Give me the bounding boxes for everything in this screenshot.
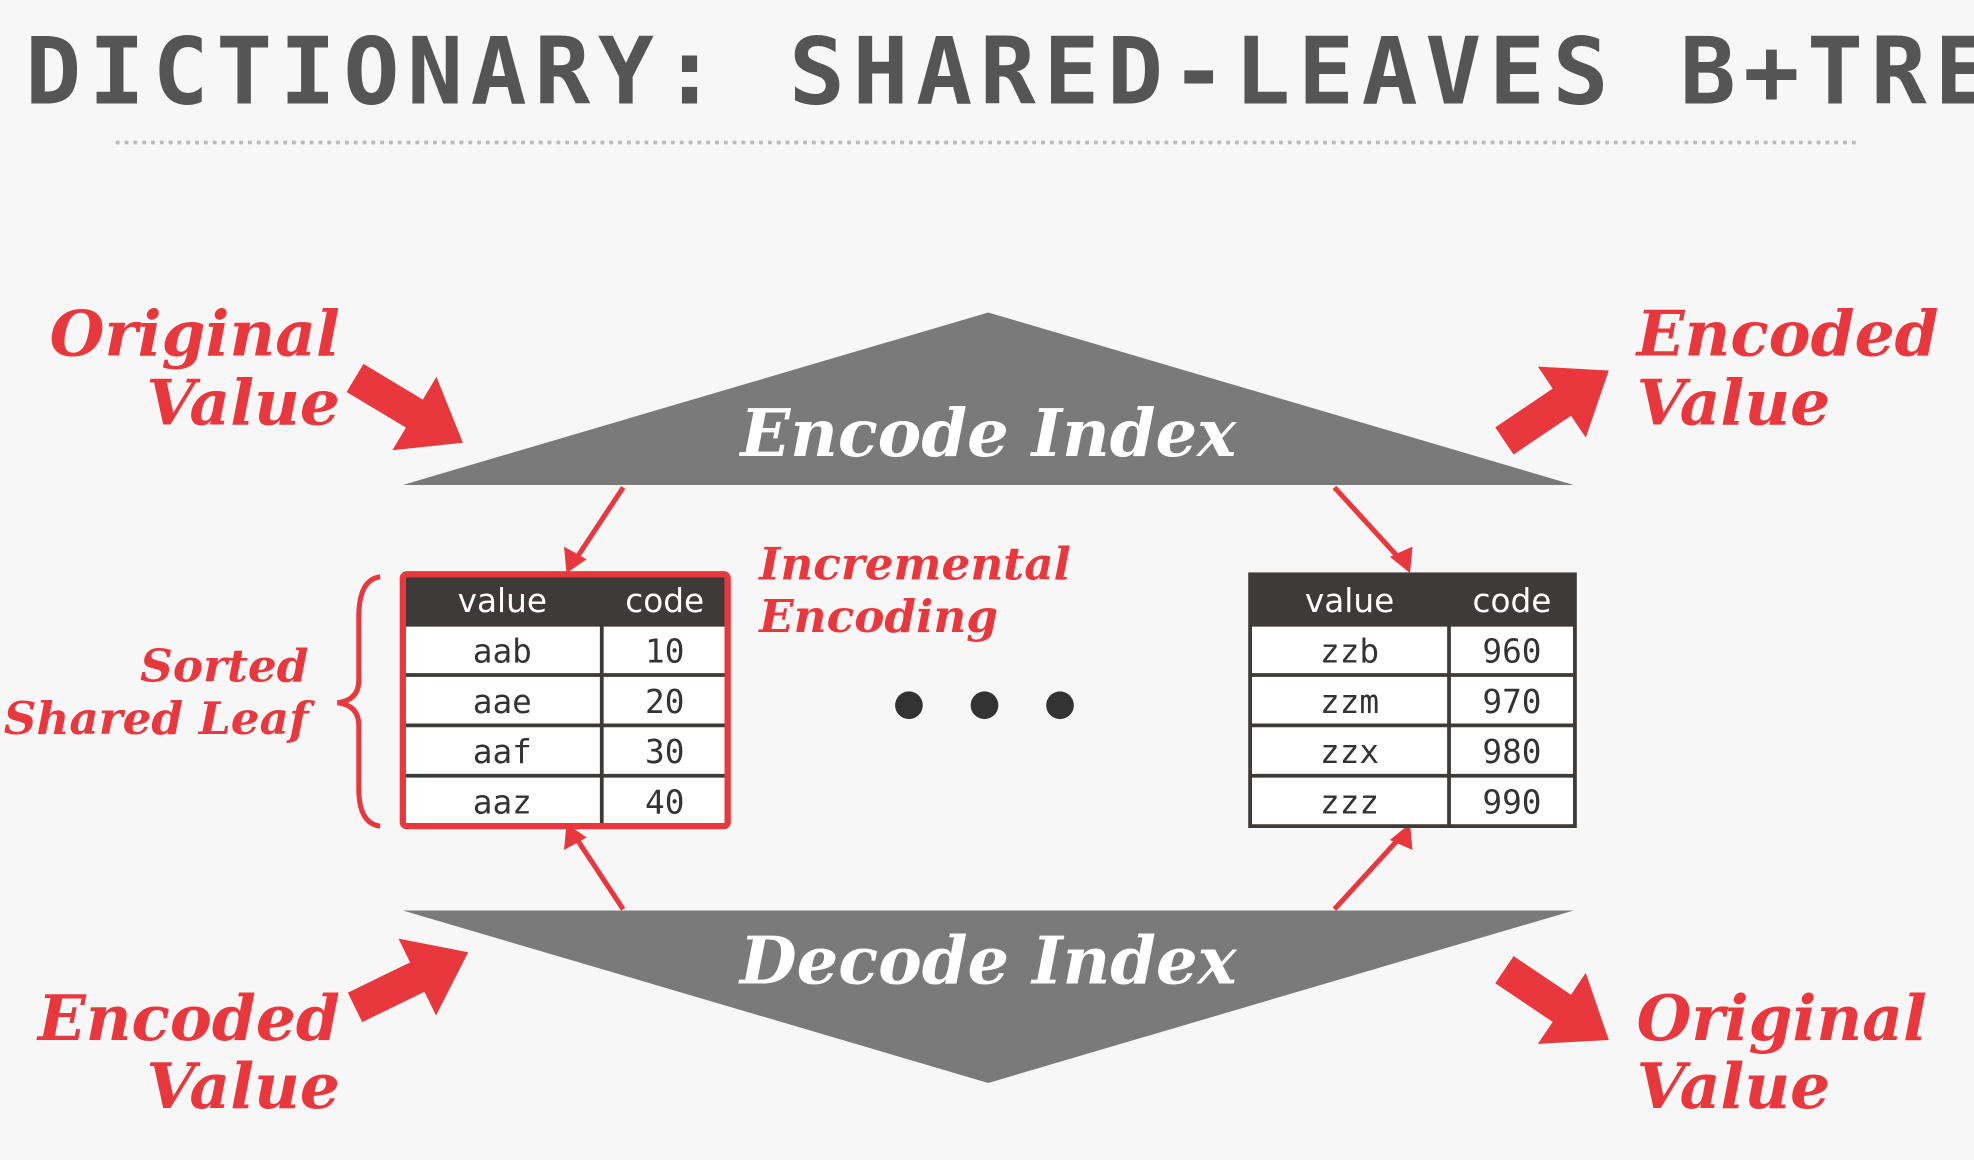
arrowhead [1389, 546, 1413, 574]
label-line: Encoded [1635, 296, 1939, 370]
decode-index-label: Decode Index [738, 923, 1238, 999]
column-header: code [1473, 582, 1552, 620]
table-header [1250, 574, 1575, 625]
label-line: Value [1637, 366, 1831, 440]
column-header: value [1305, 582, 1394, 620]
cell: aab [473, 632, 532, 670]
slide-title: DICTIONARY: SHARED-LEAVES B+TREE [25, 17, 1974, 125]
dot [1046, 691, 1074, 720]
cell: 980 [1482, 733, 1541, 771]
column-header: code [625, 582, 704, 620]
label-line: Sorted [140, 638, 308, 692]
label-line: Encoded [36, 981, 340, 1055]
tables: value code aab 10 aae 20 aaf 30 aaz 40 value code zz… [399, 571, 1577, 830]
pointer [571, 486, 626, 564]
label-line: Original [50, 296, 340, 370]
fat-arrow [1495, 956, 1609, 1044]
pointer [571, 833, 626, 911]
ellipsis [895, 691, 1074, 720]
label-line: Original [1637, 981, 1927, 1055]
cell: zzz [1320, 784, 1379, 822]
cell: aaf [473, 733, 532, 771]
cell: zzx [1320, 733, 1379, 771]
cell: aae [473, 683, 532, 721]
fat-arrows [346, 363, 1609, 1044]
label-line: Shared Leaf [4, 691, 315, 745]
cell: 960 [1482, 632, 1541, 670]
arrowhead [1389, 823, 1413, 851]
cell: 20 [645, 683, 684, 721]
table-border [399, 571, 731, 830]
pointer [1332, 485, 1405, 564]
cell: 990 [1482, 784, 1541, 822]
brace [336, 574, 381, 829]
table-header [402, 574, 728, 625]
decode-triangle [402, 910, 1574, 1083]
column-header: value [458, 582, 547, 620]
cell: 40 [645, 784, 684, 822]
cell: 10 [645, 632, 684, 670]
cell: 30 [645, 733, 684, 771]
encode-index-label: Encode Index [738, 396, 1237, 472]
encode-triangle [402, 312, 1574, 485]
cell: zzb [1320, 632, 1379, 670]
pointer-arrows [571, 485, 1405, 911]
dot [970, 691, 999, 720]
fat-arrow [346, 363, 463, 451]
pointer [1332, 833, 1405, 911]
label-line: Value [146, 366, 340, 440]
pointer-heads [564, 546, 1413, 851]
cell: zzm [1320, 683, 1379, 721]
dot [895, 691, 923, 720]
arrowhead [564, 546, 587, 574]
fat-arrow [347, 938, 469, 1023]
label-line: Incremental [757, 536, 1071, 590]
arrowhead [564, 823, 587, 851]
label-line: Value [146, 1049, 340, 1123]
cell: aaz [473, 784, 532, 822]
label-line: Encoding [757, 589, 998, 643]
cell: 970 [1482, 683, 1541, 721]
table-border [1248, 572, 1577, 829]
fat-arrow [1495, 366, 1609, 455]
label-line: Value [1637, 1049, 1831, 1123]
